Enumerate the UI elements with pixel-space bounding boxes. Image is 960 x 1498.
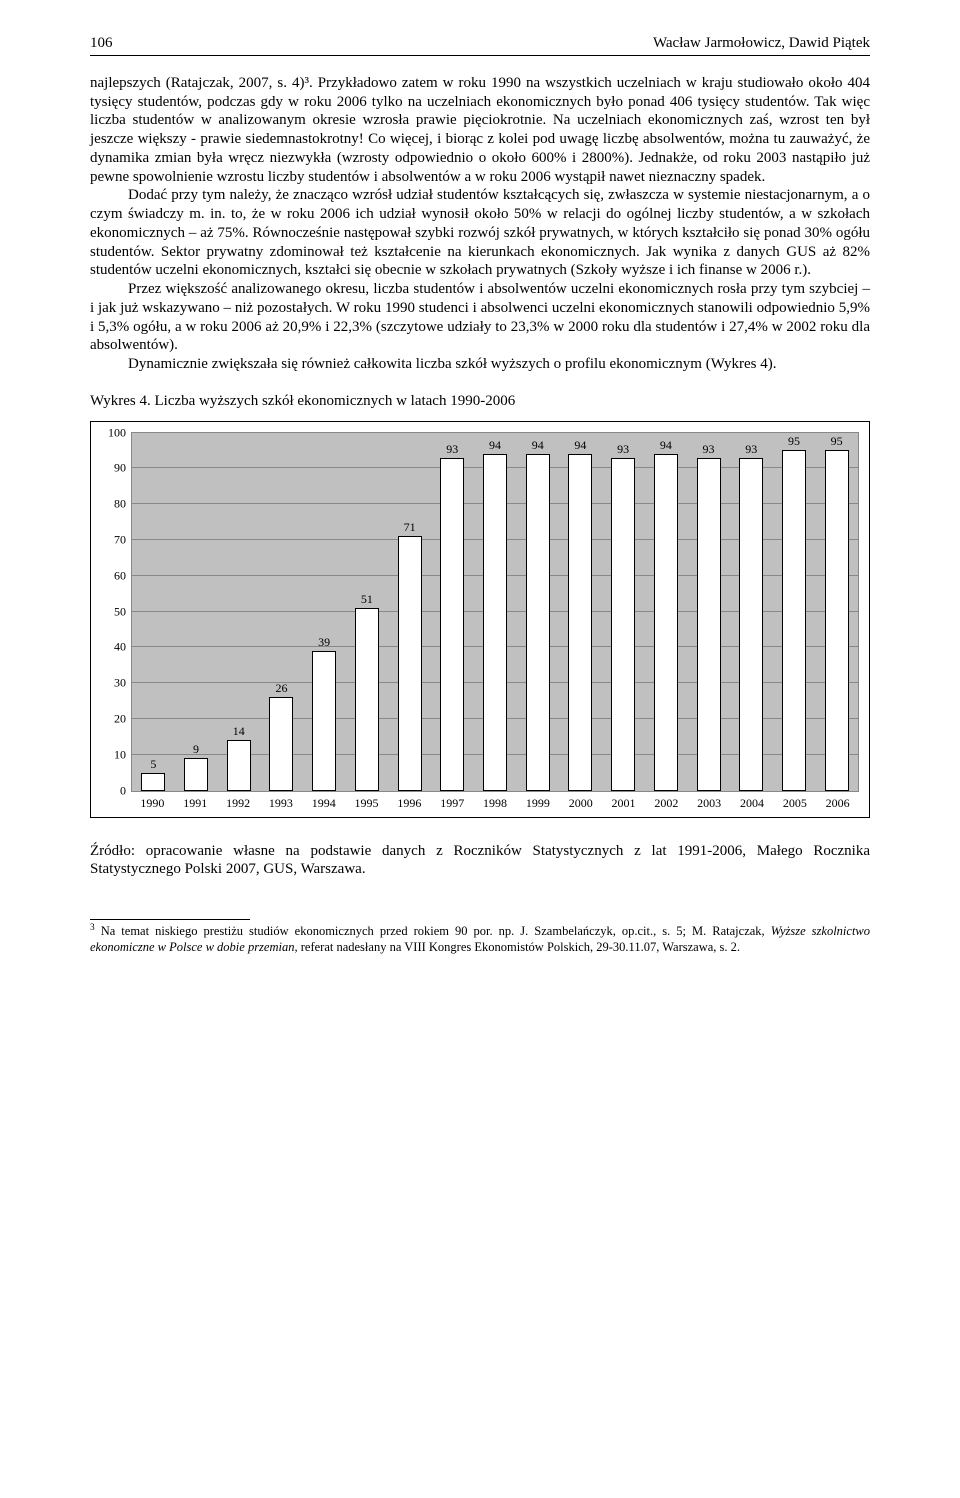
chart-bar: 93 [739,458,763,791]
chart-bar: 9 [184,758,208,790]
chart-x-tick: 2006 [816,796,859,811]
chart-y-tick: 100 [108,425,132,440]
footnote-marker: 3 [90,923,95,933]
chart-y-tick: 10 [114,747,132,762]
footnote-text-2: , referat nadesłany na VIII Kongres Ekon… [294,940,740,954]
chart-bar-label: 39 [318,635,330,652]
chart-bar: 14 [227,740,251,790]
chart-bar: 93 [440,458,464,791]
chart-bar-label: 93 [617,442,629,459]
chart-bar: 93 [611,458,635,791]
chart-bar: 93 [697,458,721,791]
chart-x-tick: 2002 [645,796,688,811]
chart-bar: 51 [355,608,379,791]
chart-x-tick: 1996 [388,796,431,811]
chart-bar-label: 71 [404,520,416,537]
chart-y-tick: 30 [114,676,132,691]
chart-bar: 26 [269,697,293,790]
paragraph-2: Dodać przy tym należy, że znacząco wzrós… [90,186,870,280]
chart-x-tick: 1994 [302,796,345,811]
chart-y-tick: 0 [120,783,132,798]
chart-x-tick: 2000 [559,796,602,811]
paragraph-3: Przez większość analizowanego okresu, li… [90,280,870,355]
footnote-separator [90,919,250,920]
chart-y-tick: 70 [114,532,132,547]
chart-bar-label: 94 [660,438,672,455]
chart-bar-label: 94 [489,438,501,455]
chart-bar-label: 93 [703,442,715,459]
chart-y-tick: 40 [114,640,132,655]
chart-y-tick: 60 [114,568,132,583]
chart-y-tick: 20 [114,711,132,726]
figure-source: Źródło: opracowanie własne na podstawie … [90,842,870,880]
chart-x-tick: 1998 [474,796,517,811]
chart-x-tick: 1999 [516,796,559,811]
figure-caption: Wykres 4. Liczba wyższych szkół ekonomic… [90,392,870,411]
chart-x-tick: 2005 [773,796,816,811]
chart-x-tick: 1993 [259,796,302,811]
chart-bar: 95 [782,450,806,790]
chart-bar: 94 [526,454,550,791]
chart-x-tick: 1991 [174,796,217,811]
chart-bar-label: 5 [150,757,156,774]
chart-bar: 94 [568,454,592,791]
page-number: 106 [90,34,113,53]
footnote-3: 3 Na temat niskiego prestiżu studiów eko… [90,924,870,955]
chart-bar: 5 [141,773,165,791]
chart-bar-label: 93 [446,442,458,459]
running-header: 106 Wacław Jarmołowicz, Dawid Piątek [90,34,870,56]
chart-y-tick: 90 [114,461,132,476]
chart-bar-label: 95 [831,434,843,451]
chart-bar: 39 [312,651,336,791]
chart-x-axis: 1990199119921993199419951996199719981999… [131,796,859,811]
chart-bar-label: 95 [788,434,800,451]
chart-x-tick: 1997 [431,796,474,811]
chart-bar-label: 26 [275,681,287,698]
header-authors: Wacław Jarmołowicz, Dawid Piątek [653,34,870,53]
chart-bar-label: 94 [574,438,586,455]
chart-y-tick: 50 [114,604,132,619]
chart-x-tick: 2001 [602,796,645,811]
chart-bar-label: 51 [361,592,373,609]
chart-container: 0102030405060708090100591426395171939494… [90,421,870,818]
chart-plot-area: 0102030405060708090100591426395171939494… [131,432,859,792]
chart-bar: 95 [825,450,849,790]
chart-bar-label: 14 [233,724,245,741]
chart-x-tick: 1995 [345,796,388,811]
chart-bar-label: 93 [745,442,757,459]
chart-bar-label: 94 [532,438,544,455]
chart-x-tick: 2003 [688,796,731,811]
chart-bar: 94 [654,454,678,791]
footnote-text-1: Na temat niskiego prestiżu studiów ekono… [101,924,771,938]
chart-bar: 94 [483,454,507,791]
chart-x-tick: 2004 [731,796,774,811]
chart-bar: 71 [398,536,422,790]
chart-bar-label: 9 [193,742,199,759]
chart-gridline [132,432,858,433]
chart-x-tick: 1992 [217,796,260,811]
paragraph-4: Dynamicznie zwiększała się również całko… [90,355,870,374]
paragraph-1: najlepszych (Ratajczak, 2007, s. 4)³. Pr… [90,74,870,187]
chart-y-tick: 80 [114,497,132,512]
body-text: najlepszych (Ratajczak, 2007, s. 4)³. Pr… [90,74,870,374]
chart-x-tick: 1990 [131,796,174,811]
